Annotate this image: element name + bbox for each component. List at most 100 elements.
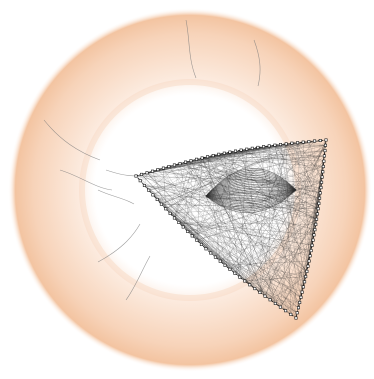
graph-edge [274,145,303,293]
crack-line [185,19,197,79]
graph-edge [190,160,193,236]
graph-edge [286,143,323,172]
graph-edge [157,169,240,278]
small-square-node-icon [184,160,188,164]
graph-edge [161,204,306,277]
crack-line [253,39,261,87]
small-square-node-icon [234,149,238,153]
small-square-node-icon [228,267,232,271]
graph-edge [146,172,304,288]
graph-edge [144,185,315,230]
graph-edge [190,145,275,161]
ring-crack-lines [43,19,261,301]
graph-edge [168,166,250,285]
small-square-node-icon [164,207,168,211]
graph-edge [269,145,302,298]
graph-edge [303,141,310,287]
graph-edge [229,151,317,220]
graph-edge [163,168,166,209]
small-square-node-icon [258,290,262,294]
graph-edge [196,240,312,251]
graph-edge [148,190,281,308]
graph-edge-bundle [205,176,297,197]
graph-edge-bundle [205,168,297,197]
small-square-node-icon [151,169,155,173]
graph-edge [152,194,304,288]
graph-edge [224,153,325,157]
graph-edge [297,142,323,178]
graph-edge [229,139,327,270]
graph-edge-bundle [205,180,297,197]
graph-edge [263,146,320,204]
graph-edge [190,160,317,220]
graph-edge [169,151,231,214]
small-square-node-icon [159,202,163,206]
graph-edge [280,255,311,308]
small-square-node-icon [156,168,160,172]
small-square-node-icon [318,139,322,143]
small-square-node-icon [313,139,317,143]
graph-edge [240,150,299,308]
graph-edge [264,182,322,297]
graph-edge [179,163,304,288]
graph-edge [165,166,324,209]
small-square-node-icon [299,295,303,299]
small-square-node-icon [298,300,302,304]
graph-edge [169,163,181,214]
small-square-node-icon [204,247,208,251]
small-square-node-icon [301,140,305,144]
graph-edge [234,219,317,274]
graph-edge [207,156,221,262]
small-square-node-icon [322,159,326,163]
graph-edge [174,157,203,219]
graph-edge [244,280,302,298]
graph-nodes [134,138,328,320]
graph-edge [169,213,291,315]
graph-edge [280,144,304,287]
graph-edge [135,175,303,293]
small-square-node-icon [142,184,146,188]
graph-edge [161,146,264,205]
graph-edge [146,172,286,311]
graph-edge [161,141,304,205]
small-square-node-icon [253,287,257,291]
graph-edge [220,213,318,262]
graph-edge [135,150,326,177]
small-square-node-icon [296,306,300,310]
graph-edge [178,149,247,223]
graph-edge [165,145,275,209]
graph-edge [183,182,322,228]
graph-edge [224,153,240,278]
small-square-node-icon [223,263,227,267]
graph-edge [185,161,302,298]
graph-edge [312,140,315,241]
graph-edge [280,306,298,313]
small-square-node-icon [172,163,176,167]
graph-edge [290,182,322,315]
graph-edge-bundle [205,171,297,197]
graph-edge [275,198,320,304]
graph-edge-bundle [205,189,297,197]
graph-edge [246,149,320,204]
graph-edge [291,143,317,220]
graph-edge [141,174,307,272]
crack-line [97,223,141,263]
graph-edge [185,162,266,297]
graph-edge [269,213,318,300]
graph-edge [187,213,318,232]
graph-edge [146,139,327,173]
graph-edge [280,142,298,308]
graph-edge [274,145,319,209]
graph-edge [295,150,326,319]
small-square-node-icon [305,269,309,273]
graph-edge [213,155,324,162]
graph-edge [135,149,247,177]
small-square-node-icon [320,175,324,179]
graph-edge [148,190,240,278]
graph-edge [168,141,309,167]
graph-edge [187,145,326,232]
graph-edge [285,297,302,311]
graph-edge [152,171,166,209]
small-square-node-icon [321,170,325,174]
